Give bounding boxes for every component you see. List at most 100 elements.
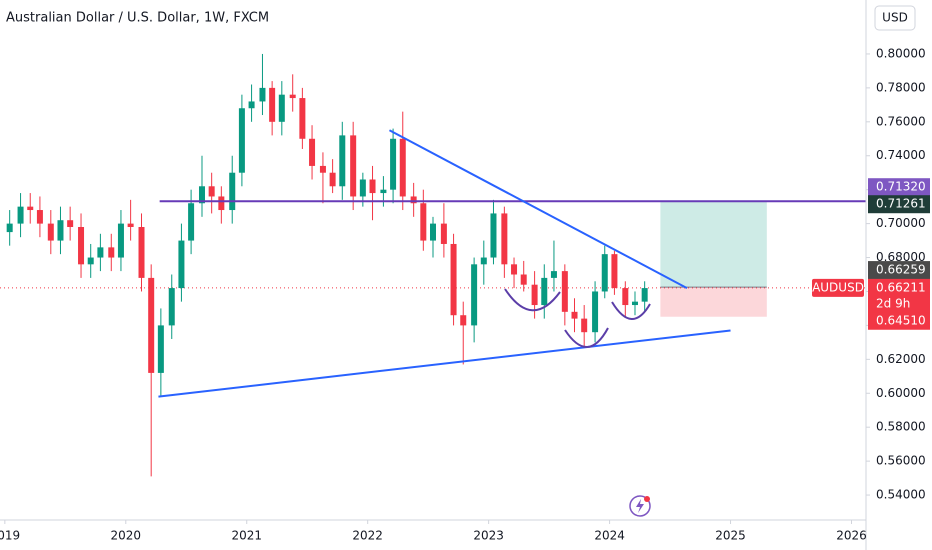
price-label-box xyxy=(868,311,930,330)
candle-body xyxy=(148,277,155,373)
candle-body xyxy=(430,223,436,241)
right-shoulder-arc xyxy=(611,301,651,320)
candle-body xyxy=(622,288,629,306)
y-tick-label: 0.76000 xyxy=(876,114,926,128)
symbol-label: AUDUSD xyxy=(812,280,864,294)
target-zone xyxy=(660,201,767,288)
candle-body xyxy=(208,186,215,197)
candle-body xyxy=(309,138,316,166)
candle-body xyxy=(541,277,548,306)
candle-body xyxy=(6,223,13,233)
y-tick-label: 0.56000 xyxy=(876,454,926,468)
countdown-label: 2d 9h xyxy=(876,296,910,310)
price-label: 0.71320 xyxy=(876,180,926,194)
left-shoulder-arc xyxy=(504,288,561,312)
candle-body xyxy=(329,172,336,187)
candle-body xyxy=(631,301,638,306)
candle-body xyxy=(178,240,185,289)
price-label: 0.71261 xyxy=(876,197,926,211)
candle-body xyxy=(108,247,115,258)
candle-body xyxy=(157,325,164,373)
price-label-box xyxy=(868,195,930,214)
currency-label: USD xyxy=(882,11,908,25)
y-tick-label: 0.74000 xyxy=(876,148,926,162)
trend-line xyxy=(388,129,688,289)
candle-body xyxy=(380,189,387,194)
candle-body xyxy=(269,87,276,122)
trend-line xyxy=(158,329,731,398)
x-tick-label: 2023 xyxy=(473,529,504,543)
candle-body xyxy=(581,318,588,333)
chart-title: Australian Dollar / U.S. Dollar, 1W, FXC… xyxy=(6,11,269,26)
candle-body xyxy=(420,203,427,241)
candle-body xyxy=(410,196,417,204)
icon-bolt xyxy=(636,499,644,513)
x-tick-label: 2021 xyxy=(231,529,262,543)
candle-body xyxy=(641,288,648,302)
y-tick-label: 0.78000 xyxy=(876,80,926,94)
candle-body xyxy=(138,227,145,278)
y-tick-label: 0.60000 xyxy=(876,386,926,400)
symbol-box xyxy=(812,278,864,297)
x-tick-label: 2019 xyxy=(0,529,20,543)
candle-body xyxy=(359,179,366,197)
x-tick-label: 2022 xyxy=(352,529,383,543)
candle-body xyxy=(87,257,94,265)
candle-body xyxy=(229,172,236,211)
candle-body xyxy=(198,186,205,204)
candle-body xyxy=(440,223,447,244)
candle-body xyxy=(501,213,508,265)
price-label: 0.64510 xyxy=(876,313,926,327)
candle-body xyxy=(188,203,195,241)
last-price-box xyxy=(868,278,930,313)
y-tick-label: 0.58000 xyxy=(876,420,926,434)
candle-body xyxy=(168,288,175,326)
candle-body xyxy=(471,264,478,326)
icon-dot xyxy=(644,496,650,502)
candle-body xyxy=(17,206,24,224)
head-arc xyxy=(564,327,609,348)
candle-body xyxy=(350,135,357,197)
x-tick-label: 2026 xyxy=(836,529,867,543)
plot-area xyxy=(0,53,866,477)
candle-body xyxy=(460,315,467,326)
candle-body xyxy=(299,98,306,139)
candle-body xyxy=(550,271,557,278)
candle-body xyxy=(601,254,608,292)
candle-body xyxy=(289,94,296,99)
candle-body xyxy=(390,138,397,190)
candle-body xyxy=(531,284,538,306)
last-price-label: 0.66211 xyxy=(876,280,926,294)
lightning-icon[interactable] xyxy=(629,495,651,517)
candle-body xyxy=(127,223,134,228)
y-tick-label: 0.68000 xyxy=(876,250,926,264)
candle-body xyxy=(571,311,578,319)
price-label-box xyxy=(868,178,930,197)
candle-body xyxy=(47,223,54,241)
candle-body xyxy=(369,179,376,194)
y-tick-label: 0.54000 xyxy=(876,488,926,502)
candle-body xyxy=(450,243,457,316)
candle-body xyxy=(97,247,104,258)
candle-body xyxy=(27,206,34,211)
price-label-box xyxy=(868,261,930,280)
candle-body xyxy=(611,254,618,289)
candle-body xyxy=(117,223,124,258)
candle-body xyxy=(248,101,255,109)
candle-body xyxy=(259,87,266,102)
y-tick-label: 0.80000 xyxy=(876,46,926,60)
candle-body xyxy=(57,220,64,241)
candle-body xyxy=(592,291,599,333)
candle-body xyxy=(561,271,568,312)
y-tick-label: 0.62000 xyxy=(876,352,926,366)
candle-body xyxy=(78,227,85,265)
candle-body xyxy=(511,264,518,275)
candle-body xyxy=(67,220,74,228)
candle-body xyxy=(480,257,487,265)
candle-body xyxy=(36,210,43,224)
currency-button[interactable] xyxy=(874,5,916,31)
candle-body xyxy=(278,94,285,122)
y-tick-label: 0.70000 xyxy=(876,216,926,230)
